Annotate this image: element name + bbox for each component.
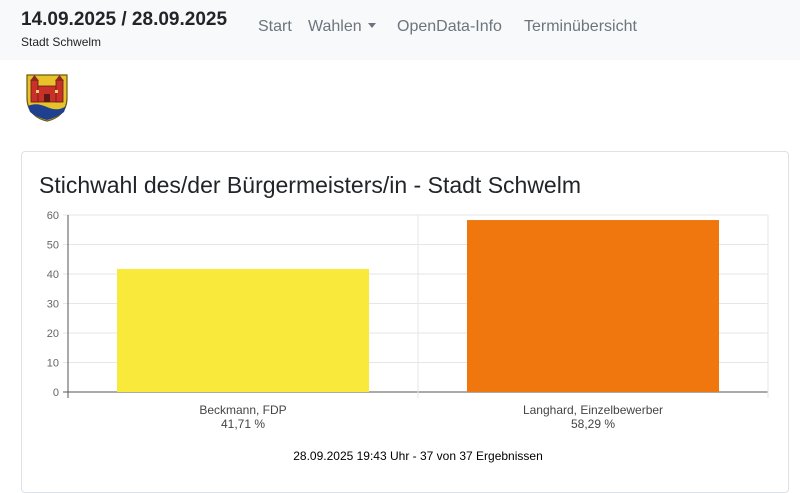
- y-tick-label: 20: [47, 328, 59, 340]
- y-tick-label: 40: [47, 269, 59, 281]
- y-tick-label: 60: [47, 210, 59, 222]
- bars: [117, 220, 719, 392]
- brand[interactable]: 14.09.2025 / 28.09.2025 Stadt Schwelm: [21, 9, 227, 49]
- coat-of-arms-icon: [26, 74, 68, 122]
- nav-opendata-link[interactable]: OpenData-Info: [397, 17, 502, 37]
- x-value-label: 58,29 %: [571, 417, 615, 431]
- nav-start-label: Start: [258, 18, 292, 35]
- nav-termine-label: Terminübersicht: [524, 18, 637, 35]
- results-status: 28.09.2025 19:43 Uhr - 37 von 37 Ergebni…: [293, 449, 543, 463]
- bar[interactable]: [117, 268, 369, 392]
- x-category-label: Langhard, Einzelbewerber: [523, 403, 663, 417]
- nav-start-link[interactable]: Start: [258, 17, 292, 37]
- nav-wahlen-label: Wahlen: [308, 18, 362, 35]
- y-tick-label: 50: [47, 240, 59, 252]
- chart-title: Stichwahl des/der Bürgermeisters/in - St…: [39, 172, 581, 198]
- navbar: 14.09.2025 / 28.09.2025 Stadt Schwelm St…: [0, 0, 800, 60]
- y-tick-label: 0: [53, 387, 59, 399]
- chevron-down-icon: [367, 23, 376, 28]
- nav-termine-link[interactable]: Terminübersicht: [524, 17, 637, 37]
- brand-subtitle: Stadt Schwelm: [21, 35, 102, 49]
- y-tick-label: 30: [47, 299, 59, 311]
- nav-wahlen-dropdown[interactable]: Wahlen: [308, 17, 376, 37]
- x-value-label: 41,71 %: [221, 417, 265, 431]
- nav-opendata-label: OpenData-Info: [397, 18, 502, 35]
- x-category-label: Beckmann, FDP: [199, 403, 286, 417]
- bar[interactable]: [467, 220, 719, 392]
- brand-title[interactable]: 14.09.2025 / 28.09.2025: [21, 9, 228, 30]
- y-tick-label: 10: [47, 358, 59, 370]
